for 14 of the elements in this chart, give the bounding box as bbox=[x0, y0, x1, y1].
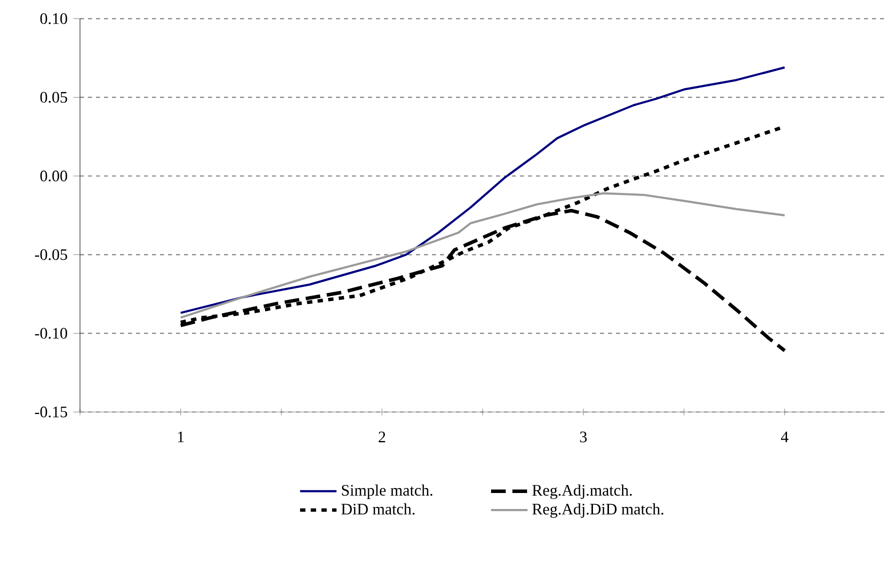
legend-label: Reg.Adj.DiD match. bbox=[532, 503, 664, 518]
legend-label: DiD match. bbox=[341, 503, 415, 515]
y-tick-label: 0.00 bbox=[40, 170, 68, 182]
x-tick-label: 2 bbox=[378, 432, 386, 442]
y-tick-label: -0.10 bbox=[34, 328, 68, 339]
x-tick-label: 4 bbox=[780, 432, 788, 442]
y-tick-label: 0.10 bbox=[40, 13, 68, 24]
x-tick-label: 3 bbox=[580, 432, 587, 442]
y-tick-label: -0.05 bbox=[34, 249, 68, 260]
y-tick-label: 0.05 bbox=[40, 92, 68, 103]
legend-label: Simple match. bbox=[342, 484, 432, 499]
x-tick-label: 1 bbox=[178, 432, 184, 442]
y-tick-label: -0.15 bbox=[34, 406, 68, 418]
legend-label: Reg.Adj.match. bbox=[532, 484, 632, 500]
